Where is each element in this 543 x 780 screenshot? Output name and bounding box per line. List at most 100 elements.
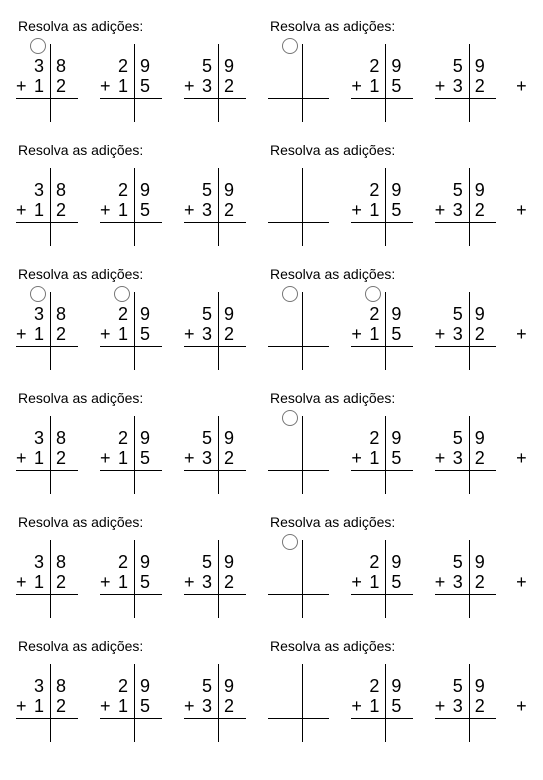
column-divider [134,168,135,246]
problems-row: 3812+2915+5932+ [18,412,270,496]
sum-bar [184,346,246,347]
digit-units_bot: 2 [471,448,489,468]
column-divider [134,416,135,494]
column-divider [469,168,470,246]
digit-tens_top: 3 [30,56,48,76]
digit-units_bot: 2 [220,324,238,344]
digit-tens_bot: 1 [30,76,48,96]
column-divider [302,168,303,246]
addition-problem: 5932+ [186,660,248,744]
digit-tens_bot: 1 [365,76,383,96]
digit-tens_top: 5 [198,552,216,572]
section-title: Resolva as adições: [18,390,270,406]
addition-problem: 5932+ [437,660,498,744]
digit-tens_bot: 1 [30,572,48,592]
sum-bar [351,222,412,223]
plus-sign: + [100,200,111,220]
sum-bar [268,470,329,471]
plus-sign: + [516,572,527,592]
digit-units_bot: 5 [387,200,405,220]
plus-sign: + [435,696,446,716]
digit-tens_top: 2 [365,304,383,324]
column-divider [469,540,470,618]
column-divider [218,540,219,618]
plus-sign: + [351,324,362,344]
digit-tens_bot: 3 [198,76,216,96]
digit-units_top: 8 [52,304,70,324]
digit-units_top: 9 [136,180,154,200]
digit-tens_top: 2 [114,180,132,200]
addition-problem: 3812+ [18,164,80,248]
column-divider [302,292,303,370]
addition-problem: 2915+ [353,536,414,620]
digit-units_bot: 5 [136,76,154,96]
digit-tens_bot: 1 [30,448,48,468]
digit-units_bot: 5 [136,324,154,344]
digit-units_top: 9 [136,428,154,448]
sum-bar [435,222,496,223]
sum-bar [16,346,78,347]
digit-tens_bot: 1 [365,696,383,716]
digit-tens_top: 5 [449,428,467,448]
digit-tens_top: 2 [114,676,132,696]
problems-row: 3812+2915+5932+ [18,164,270,248]
worksheet-row: Resolva as adições:3812+2915+5932+Resolv… [18,638,525,744]
digit-tens_bot: 1 [114,76,132,96]
plus-sign: + [16,448,27,468]
plus-sign: + [516,200,527,220]
column-divider [218,168,219,246]
digit-tens_top: 3 [30,180,48,200]
section-title: Resolva as adições: [270,390,530,406]
addition-problem: 2915+ [353,40,414,124]
problems-row: 2915+5932++ [270,660,530,744]
digit-units_bot: 2 [471,572,489,592]
sum-bar [100,470,162,471]
plus-sign: + [100,448,111,468]
plus-sign: + [16,76,27,96]
problems-row: 2915+5932++ [270,288,530,372]
problems-row: 3812+2915+5932+ [18,660,270,744]
addition-problem: 2915+ [102,288,164,372]
addition-problem: 5932+ [186,536,248,620]
plus-sign: + [16,200,27,220]
digit-units_top: 9 [136,56,154,76]
addition-problem: 2915+ [102,164,164,248]
worksheet-grid: Resolva as adições:3812+2915+5932+Resolv… [18,18,525,762]
problem-group: Resolva as adições:2915+5932++ [270,142,530,248]
column-divider [134,44,135,122]
digit-units_top: 9 [136,304,154,324]
plus-sign: + [351,448,362,468]
column-divider [469,44,470,122]
digit-units_top: 9 [136,676,154,696]
section-title: Resolva as adições: [18,266,270,282]
column-divider [469,664,470,742]
digit-units_bot: 2 [220,572,238,592]
addition-problem: 2915+ [102,40,164,124]
sum-bar [351,346,412,347]
column-divider [302,44,303,122]
problem-group: Resolva as adições:2915+5932++ [270,18,530,124]
plus-sign: + [435,448,446,468]
plus-sign: + [100,572,111,592]
plus-sign: + [516,448,527,468]
digit-tens_top: 5 [198,304,216,324]
digit-units_bot: 2 [220,200,238,220]
sum-bar [435,718,496,719]
plus-sign: + [351,76,362,96]
digit-tens_bot: 3 [198,324,216,344]
problem-group: Resolva as adições:3812+2915+5932+ [18,142,270,248]
section-title: Resolva as adições: [18,18,270,34]
column-divider [385,540,386,618]
addition-problem: 5932+ [186,40,248,124]
digit-tens_top: 5 [449,56,467,76]
digit-units_top: 9 [220,428,238,448]
digit-units_top: 9 [471,676,489,696]
digit-units_bot: 2 [471,696,489,716]
addition-problem: 5932+ [437,412,498,496]
digit-units_top: 9 [387,676,405,696]
section-title: Resolva as adições: [18,142,270,158]
digit-tens_top: 2 [365,552,383,572]
digit-units_bot: 2 [220,448,238,468]
digit-tens_bot: 1 [365,200,383,220]
worksheet-row: Resolva as adições:3812+2915+5932+Resolv… [18,514,525,620]
